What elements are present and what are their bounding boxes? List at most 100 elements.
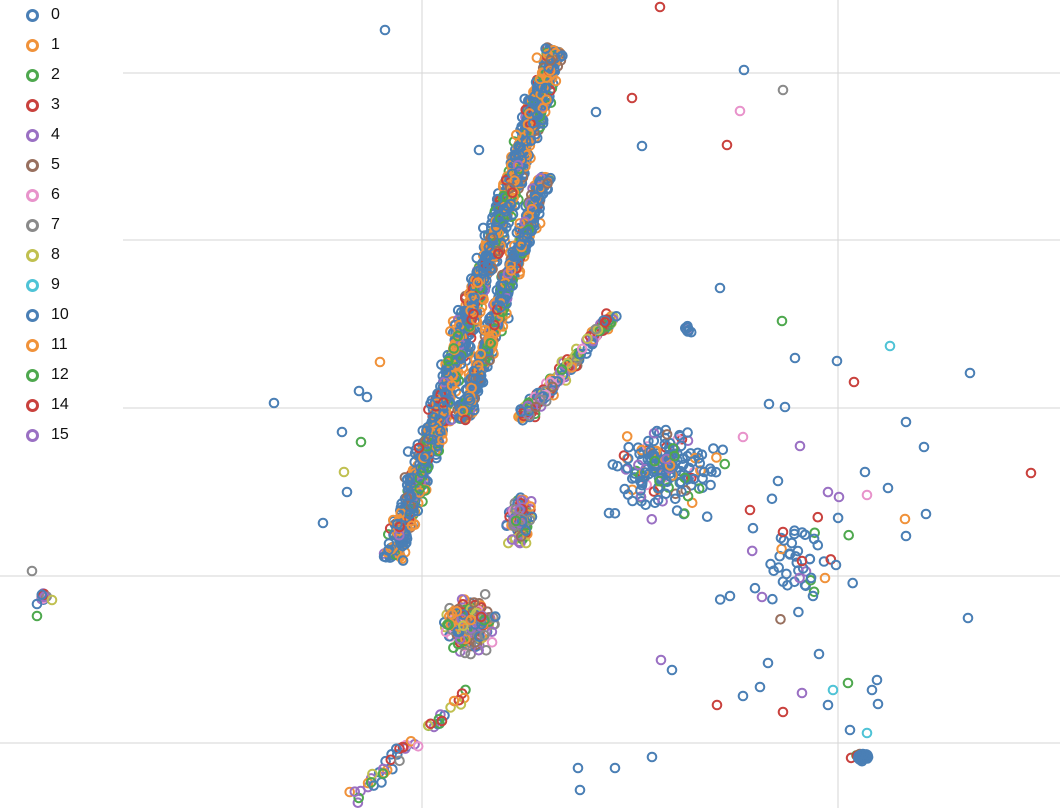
point-3062 — [777, 706, 789, 718]
legend-item-7: 7 — [26, 210, 60, 240]
point-2996 — [344, 786, 356, 798]
point-1466 — [437, 401, 449, 412]
point-1479 — [491, 193, 503, 205]
point-2858 — [671, 505, 683, 516]
point-1474 — [421, 425, 432, 436]
point-2825 — [612, 460, 623, 472]
point-1493 — [512, 159, 524, 171]
point-2657 — [517, 516, 528, 527]
legend-label-3: 3 — [51, 96, 60, 113]
legend-item-0: 0 — [26, 0, 60, 30]
point-3024 — [636, 140, 648, 152]
point-2265 — [547, 381, 558, 393]
point-1495 — [448, 343, 460, 354]
point-3049 — [833, 491, 845, 503]
point-2267 — [599, 317, 611, 328]
point-2085 — [489, 319, 500, 331]
point-3082 — [737, 431, 749, 443]
point-2097 — [484, 313, 495, 324]
point-1351 — [431, 398, 443, 410]
point-3064 — [827, 684, 839, 696]
point-3086 — [777, 526, 789, 538]
point-1459 — [392, 518, 403, 530]
point-3080 — [779, 401, 791, 413]
point-1494 — [534, 73, 546, 85]
point-3023 — [721, 139, 733, 151]
legend-item-1: 1 — [26, 30, 60, 60]
point-2279 — [556, 364, 568, 375]
point-1498 — [490, 222, 502, 233]
point-1427 — [463, 340, 475, 351]
point-2831 — [654, 475, 665, 487]
point-2528 — [468, 597, 480, 608]
point-2843 — [661, 475, 672, 487]
point-1098 — [418, 462, 429, 474]
legend-marker-4 — [26, 128, 39, 142]
point-3051 — [899, 513, 911, 525]
point-2821 — [649, 460, 660, 472]
point-1331 — [557, 50, 568, 62]
legend-marker-10 — [26, 308, 39, 322]
point-1467 — [459, 305, 470, 317]
legend-label-14: 14 — [51, 396, 69, 413]
point-1438 — [543, 62, 554, 73]
point-3047 — [882, 482, 894, 494]
point-3067 — [871, 674, 883, 686]
point-3017 — [379, 24, 391, 36]
point-3009 — [368, 780, 380, 791]
point-1327 — [541, 94, 552, 106]
point-1365 — [495, 213, 506, 224]
legend-marker-1 — [26, 38, 39, 52]
point-3014 — [397, 742, 409, 753]
point-3058 — [762, 657, 774, 669]
point-1415 — [406, 520, 418, 532]
point-2852 — [711, 452, 722, 463]
point-3008 — [377, 768, 389, 780]
point-1420 — [507, 168, 518, 180]
point-3076 — [26, 565, 38, 577]
point-2385 — [486, 637, 498, 648]
point-2966 — [36, 589, 48, 601]
point-1491 — [545, 55, 556, 66]
legend-item-10: 10 — [26, 300, 69, 330]
point-2993 — [385, 754, 397, 766]
legend-item-8: 8 — [26, 240, 60, 270]
point-2954 — [683, 324, 695, 336]
point-2521 — [452, 626, 463, 638]
point-1475 — [501, 221, 512, 233]
point-2745 — [607, 459, 619, 470]
point-1463 — [511, 129, 522, 141]
point-3025 — [473, 144, 485, 156]
point-2795 — [698, 466, 710, 478]
legend-item-5: 5 — [26, 150, 60, 180]
point-2072 — [521, 232, 533, 243]
point-1487 — [440, 367, 452, 379]
point-1473 — [482, 260, 494, 272]
legend-label-9: 9 — [51, 276, 60, 293]
point-2070 — [464, 395, 476, 406]
point-3027 — [268, 397, 280, 409]
point-2877 — [843, 529, 855, 541]
point-3016 — [425, 718, 436, 730]
point-1451 — [472, 277, 484, 289]
point-3041 — [848, 376, 860, 388]
point-3075 — [574, 784, 586, 796]
point-2904 — [825, 554, 837, 565]
point-1468 — [408, 500, 419, 511]
point-3007 — [405, 736, 417, 747]
point-2863 — [767, 593, 778, 605]
point-1489 — [399, 539, 411, 550]
point-1155 — [401, 479, 413, 491]
point-2974 — [392, 749, 403, 760]
legend-marker-15 — [26, 428, 39, 442]
point-3059 — [737, 690, 749, 702]
point-2854 — [623, 441, 635, 453]
point-1477 — [413, 442, 425, 454]
point-2890 — [793, 606, 804, 618]
point-2876 — [714, 594, 726, 605]
point-3018 — [654, 1, 666, 13]
point-2086 — [542, 178, 553, 189]
point-3090 — [655, 654, 667, 666]
point-2905 — [777, 576, 789, 588]
